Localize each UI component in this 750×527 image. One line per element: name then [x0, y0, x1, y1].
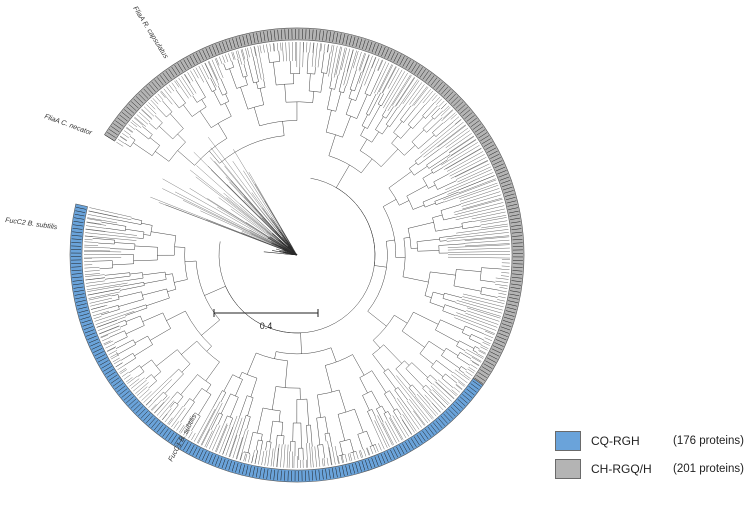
legend-item-cq-rgh: CQ-RGH (176 proteins) [555, 430, 750, 452]
scale-bar-label: 0.4 [260, 321, 273, 331]
legend-item-ch-rgq-h: CH-RGQ/H (201 proteins) [555, 458, 750, 480]
leaf-label-flia-c-necator: FliaA C. necator [43, 113, 93, 137]
leaf-label-fliaa-r-capsulatus: FliaA R. capsulatus [131, 5, 169, 60]
legend-swatch-ch-rgq-h [555, 459, 581, 479]
scale-bar: 0.4 [213, 309, 319, 331]
leaf-label-fucc2-b-subtilis: FucC2 B. subtilis [5, 217, 58, 231]
legend: CQ-RGH (176 proteins) CH-RGQ/H (201 prot… [555, 430, 750, 486]
tree-branches [83, 41, 511, 469]
legend-label: CQ-RGH [591, 434, 640, 448]
leaf-ticks [71, 29, 523, 481]
ring-segment-cq-rgh [69, 203, 484, 483]
legend-swatch-cq-rgh [555, 431, 581, 451]
legend-label: CH-RGQ/H [591, 462, 652, 476]
legend-count: (201 proteins) [673, 463, 744, 475]
ring-segment-ch-rgq-h [104, 27, 525, 386]
clade-ring [69, 27, 525, 483]
legend-count: (176 proteins) [673, 435, 744, 447]
